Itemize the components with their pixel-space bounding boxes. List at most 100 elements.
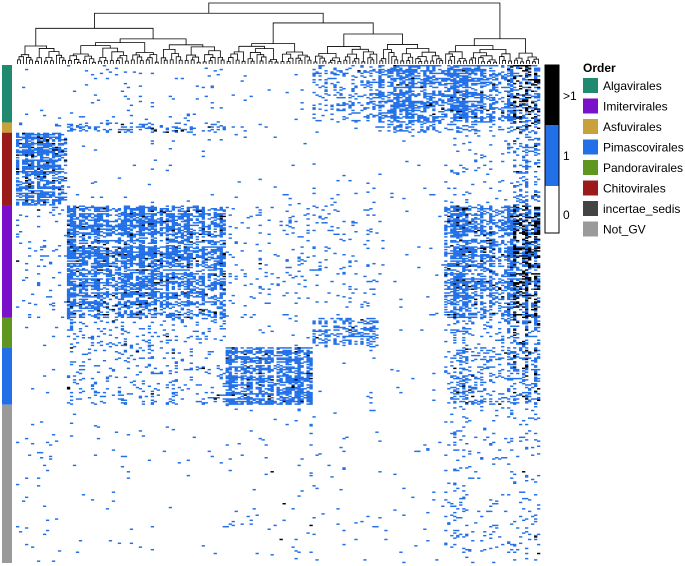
heatmap-cell [330,82,334,85]
heatmap-cell [396,130,409,132]
heatmap-cell [273,354,283,357]
heatmap-cell [141,339,146,342]
heatmap-cell [429,247,433,250]
heatmap-cell [222,305,226,307]
heatmap-cell [534,116,538,118]
heatmap-cell [366,305,370,307]
heatmap-cell [213,302,217,304]
heatmap-cell [501,275,514,278]
heatmap-cell [498,220,502,223]
heatmap-cell [474,347,478,349]
heatmap-cell [126,314,137,316]
heatmap-cell [174,237,178,239]
heatmap-cell [537,87,541,90]
heatmap-cell [84,289,89,292]
heatmap-cell [93,222,98,224]
heatmap-cell [111,292,125,294]
heatmap-cell [462,112,469,114]
heatmap-cell [177,352,181,354]
heatmap-cell [378,220,382,223]
heatmap-cell [510,274,514,276]
heatmap-cell [480,292,484,294]
heatmap-cell [243,359,247,362]
heatmap-cell [159,223,164,225]
heatmap-cell [507,215,511,218]
heatmap-cell [165,333,169,335]
heatmap-cell [252,314,256,316]
heatmap-cell [312,205,316,207]
heatmap-cell [111,227,116,229]
heatmap-cell [18,214,23,216]
heatmap-cell [18,122,23,124]
heatmap-cell [444,271,448,274]
heatmap-cell [453,354,457,357]
heatmap-cell [450,257,469,260]
heatmap-cell [525,368,529,371]
heatmap-cell [174,310,178,312]
heatmap-cell [489,209,493,211]
heatmap-cell [375,336,379,339]
heatmap-cell [468,110,475,113]
heatmap-cell [495,289,499,292]
heatmap-cell [138,228,158,230]
heatmap-cell [525,287,529,289]
heatmap-cell [534,361,538,363]
heatmap-cell [453,299,457,302]
heatmap-cell [450,105,478,108]
heatmap-cell [16,192,50,195]
dendrogram-branch [241,60,246,64]
heatmap-cell [459,103,466,105]
heatmap-cell [186,208,190,210]
heatmap-cell [105,242,110,244]
heatmap-cell [369,86,373,89]
heatmap-cell [462,67,472,70]
heatmap-cell [18,186,29,188]
heatmap-cell [150,349,155,352]
heatmap-cell [66,301,71,303]
heatmap-cell [66,289,71,292]
heatmap-cell [114,210,119,213]
heatmap-cell [489,314,496,316]
heatmap-cell [39,259,44,261]
heatmap-cell [513,250,520,252]
heatmap-cell [525,66,529,68]
heatmap-cell [513,357,517,359]
heatmap-cell [522,231,526,233]
heatmap-cell [138,289,143,292]
heatmap-cell [513,245,517,247]
heatmap-cell [117,282,128,284]
heatmap-cell [432,118,436,121]
heatmap-cell [171,259,175,261]
heatmap-cell [123,215,137,218]
heatmap-cell [507,210,514,213]
heatmap-cell [429,314,436,316]
heatmap-cell [480,317,484,320]
heatmap-cell [399,110,403,113]
heatmap-cell [42,132,50,135]
heatmap-cell [171,206,181,209]
heatmap-cell [489,301,493,303]
heatmap-cell [171,250,205,252]
heatmap-cell [513,75,520,77]
heatmap-cell [198,276,205,279]
heatmap-cell [522,288,526,290]
heatmap-cell [342,296,346,298]
heatmap-cell [495,339,505,342]
heatmap-cell [27,241,32,243]
heatmap-cell [78,298,89,301]
heatmap-cell [210,248,223,251]
heatmap-cell [525,185,529,187]
heatmap-cell [16,160,20,163]
heatmap-cell [72,250,77,252]
heatmap-cell [480,85,487,87]
heatmap-cell [525,333,529,335]
row-annotation-bar [2,65,12,563]
heatmap-cell [36,265,41,267]
heatmap-cell [492,252,496,255]
heatmap-cell [126,130,131,132]
heatmap-cell [66,253,77,256]
heatmap-cell [183,251,187,253]
heatmap-cell [471,112,478,114]
heatmap-cell [234,367,238,370]
heatmap-cell [495,90,499,93]
